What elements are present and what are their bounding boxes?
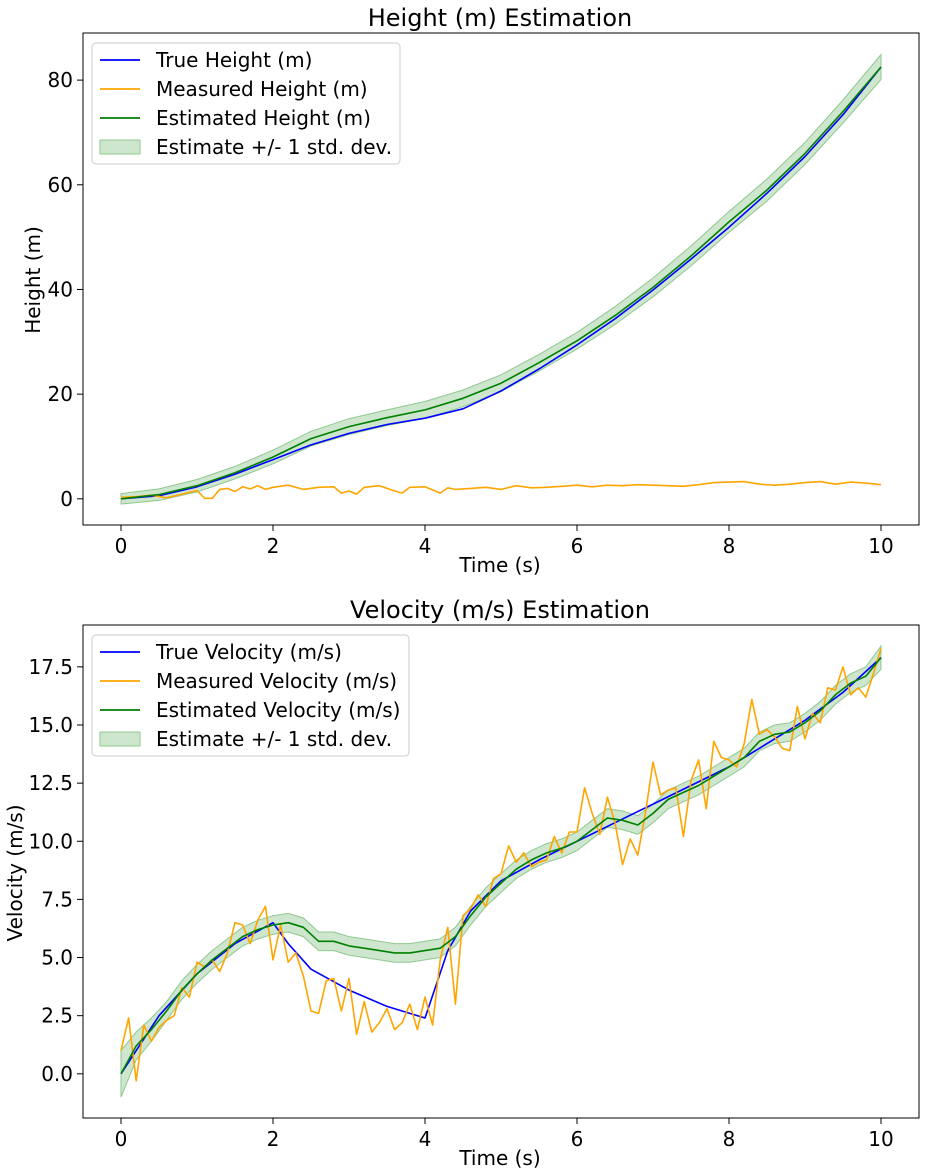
velocity-x-tick-label: 4 bbox=[419, 1127, 432, 1151]
velocity-x-tick-label: 10 bbox=[868, 1127, 893, 1151]
velocity-legend-label: Measured Velocity (m/s) bbox=[156, 669, 397, 693]
height-legend-label: Measured Height (m) bbox=[156, 77, 368, 101]
height-x-tick-label: 6 bbox=[571, 534, 584, 558]
velocity-legend: True Velocity (m/s) Measured Velocity (m/… bbox=[91, 634, 410, 757]
height-x-tick-label: 10 bbox=[868, 534, 893, 558]
height-x-tick-label: 2 bbox=[267, 534, 280, 558]
height-y-axis-label: Height (m) bbox=[21, 226, 45, 334]
height-y-tick-label: 80 bbox=[48, 68, 73, 92]
velocity-axes-frame bbox=[82, 624, 920, 1119]
height-true-line bbox=[120, 66, 882, 500]
velocity-legend-label: Estimated Velocity (m/s) bbox=[156, 698, 400, 722]
velocity-x-tick-label: 6 bbox=[571, 1127, 584, 1151]
height-legend-swatch-band bbox=[99, 139, 141, 155]
velocity-y-tick-label: 15.0 bbox=[28, 713, 73, 737]
velocity-legend-swatch-band bbox=[99, 731, 141, 747]
velocity-legend-label: True Velocity (m/s) bbox=[155, 640, 342, 664]
velocity-chart: Velocity (m/s) Estimation 0 2 4 6 8 10 0.0 2.5 5… bbox=[3, 596, 920, 1170]
velocity-y-tick-label: 12.5 bbox=[28, 771, 73, 795]
height-legend-box bbox=[91, 42, 401, 165]
height-y-tick-label: 0 bbox=[60, 487, 73, 511]
height-chart-title: Height (m) Estimation bbox=[368, 4, 633, 32]
height-y-tick-label: 60 bbox=[48, 173, 73, 197]
height-axes-frame bbox=[82, 32, 920, 526]
velocity-measured-line bbox=[120, 648, 882, 1082]
height-y-tick-label: 20 bbox=[48, 382, 73, 406]
height-legend: True Height (m) Measured Height (m) Estima… bbox=[91, 42, 401, 165]
velocity-legend-box bbox=[91, 634, 410, 757]
height-legend-label: Estimate +/- 1 std. dev. bbox=[156, 135, 392, 159]
velocity-plot-area: 0 2 4 6 8 10 0.0 2.5 5.0 7.5 10.0 12.5 15.0 17.5 True … bbox=[28, 624, 920, 1151]
velocity-chart-title: Velocity (m/s) Estimation bbox=[350, 596, 650, 624]
velocity-y-axis-label: Velocity (m/s) bbox=[3, 804, 27, 941]
velocity-y-tick-label: 0.0 bbox=[41, 1062, 73, 1086]
velocity-y-tick-label: 10.0 bbox=[28, 829, 73, 853]
height-y-tick-label: 40 bbox=[48, 277, 73, 301]
height-x-tick-label: 8 bbox=[723, 534, 736, 558]
height-std-band bbox=[120, 53, 882, 505]
velocity-y-tick-label: 5.0 bbox=[41, 946, 73, 970]
height-measured-line bbox=[120, 480, 882, 500]
height-estimated-line bbox=[120, 66, 882, 500]
velocity-x-axis-label: Time (s) bbox=[458, 1146, 540, 1170]
height-x-tick-label: 4 bbox=[419, 534, 432, 558]
velocity-estimated-line bbox=[120, 657, 882, 1075]
height-x-axis-label: Time (s) bbox=[458, 553, 540, 577]
velocity-x-tick-label: 2 bbox=[267, 1127, 280, 1151]
velocity-y-tick-label: 17.5 bbox=[28, 655, 73, 679]
height-legend-label: True Height (m) bbox=[155, 48, 312, 72]
velocity-legend-label: Estimate +/- 1 std. dev. bbox=[156, 727, 392, 751]
velocity-x-tick-label: 0 bbox=[115, 1127, 128, 1151]
height-chart: Height (m) Estimation 0 2 4 6 8 10 0 20 40 60 80 Tr… bbox=[21, 4, 920, 577]
velocity-x-tick-label: 8 bbox=[723, 1127, 736, 1151]
velocity-y-tick-label: 2.5 bbox=[41, 1004, 73, 1028]
velocity-std-band bbox=[120, 644, 882, 1098]
height-x-tick-label: 0 bbox=[115, 534, 128, 558]
height-legend-label: Estimated Height (m) bbox=[156, 106, 371, 130]
height-plot-area: 0 2 4 6 8 10 0 20 40 60 80 True Height (m) Measured … bbox=[48, 32, 920, 558]
velocity-y-tick-label: 7.5 bbox=[41, 887, 73, 911]
